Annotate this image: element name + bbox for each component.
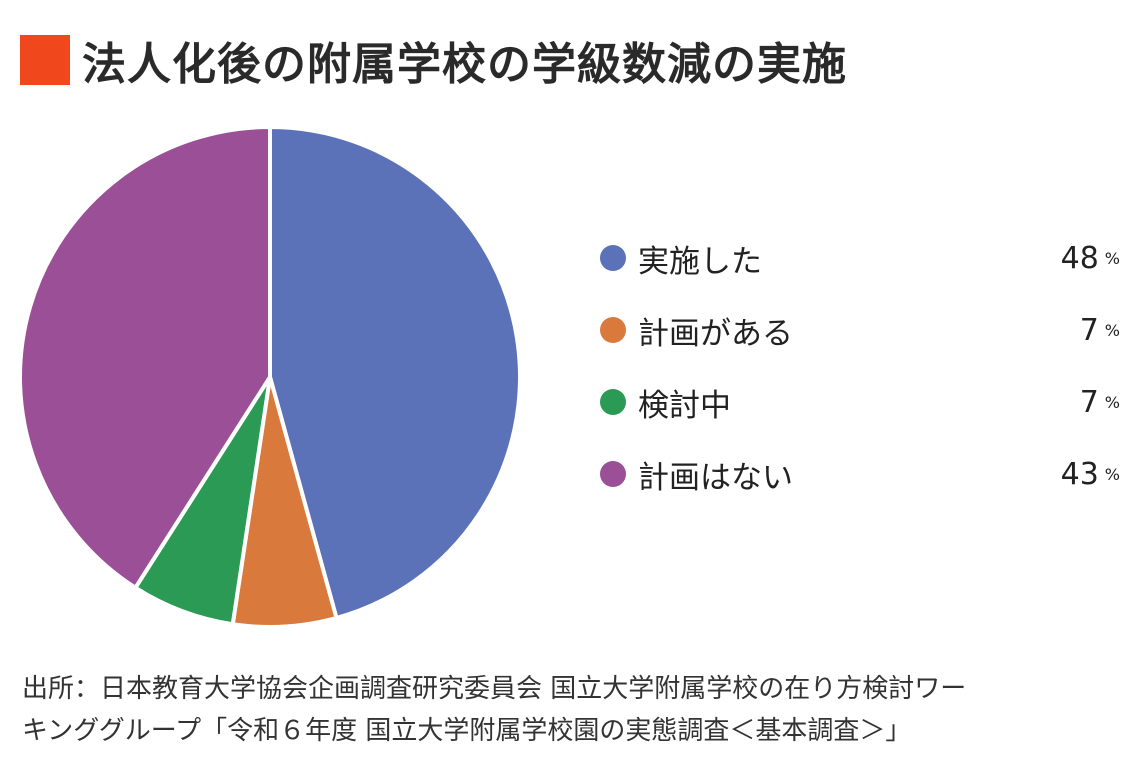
legend-item-2: 計画がある 7% [600,294,1120,366]
legend-value-unit: % [1104,320,1120,340]
legend-item-1: 実施した 48% [600,222,1120,294]
legend-item-3: 検討中 7% [600,366,1120,438]
legend-value: 48% [1061,222,1120,294]
chart-legend: 実施した 48% 計画がある 7% 検討中 7% 計画はない 43% [600,222,1120,510]
legend-label: 計画がある [638,315,793,352]
legend-label: 計画はない [638,459,793,496]
legend-value-unit: % [1104,464,1120,484]
source-line-2: キンググループ「令和６年度 国立大学附属学校園の実態調査＜基本調査＞」 [22,716,912,746]
legend-value: 43% [1061,438,1120,510]
legend-swatch-icon [600,461,626,487]
legend-swatch-icon [600,317,626,343]
chart-title-bar: 法人化後の附属学校の学級数減の実施 [20,30,847,90]
legend-swatch-icon [600,389,626,415]
legend-value-unit: % [1104,248,1120,268]
legend-swatch-icon [600,245,626,271]
source-note: 出所：日本教育大学協会企画調査研究委員会 国立大学附属学校の在り方検討ワー キン… [22,668,1122,752]
source-line-1: 出所：日本教育大学協会企画調査研究委員会 国立大学附属学校の在り方検討ワー [22,674,967,704]
legend-value-number: 7 [1079,312,1099,348]
legend-value-number: 48 [1060,240,1099,276]
pie-chart-area [0,110,560,650]
title-marker-square [20,35,70,85]
legend-value: 7% [1080,294,1120,366]
legend-value: 7% [1080,366,1120,438]
chart-title: 法人化後の附属学校の学級数減の実施 [82,39,847,90]
legend-value-number: 43 [1060,456,1099,492]
legend-label: 実施した [638,243,762,280]
pie-slice-4 [18,125,272,590]
legend-item-4: 計画はない 43% [600,438,1120,510]
legend-label: 検討中 [638,387,731,424]
pie-slice-1 [268,125,522,620]
pie-chart [18,125,522,629]
legend-value-unit: % [1104,392,1120,412]
legend-value-number: 7 [1079,384,1099,420]
